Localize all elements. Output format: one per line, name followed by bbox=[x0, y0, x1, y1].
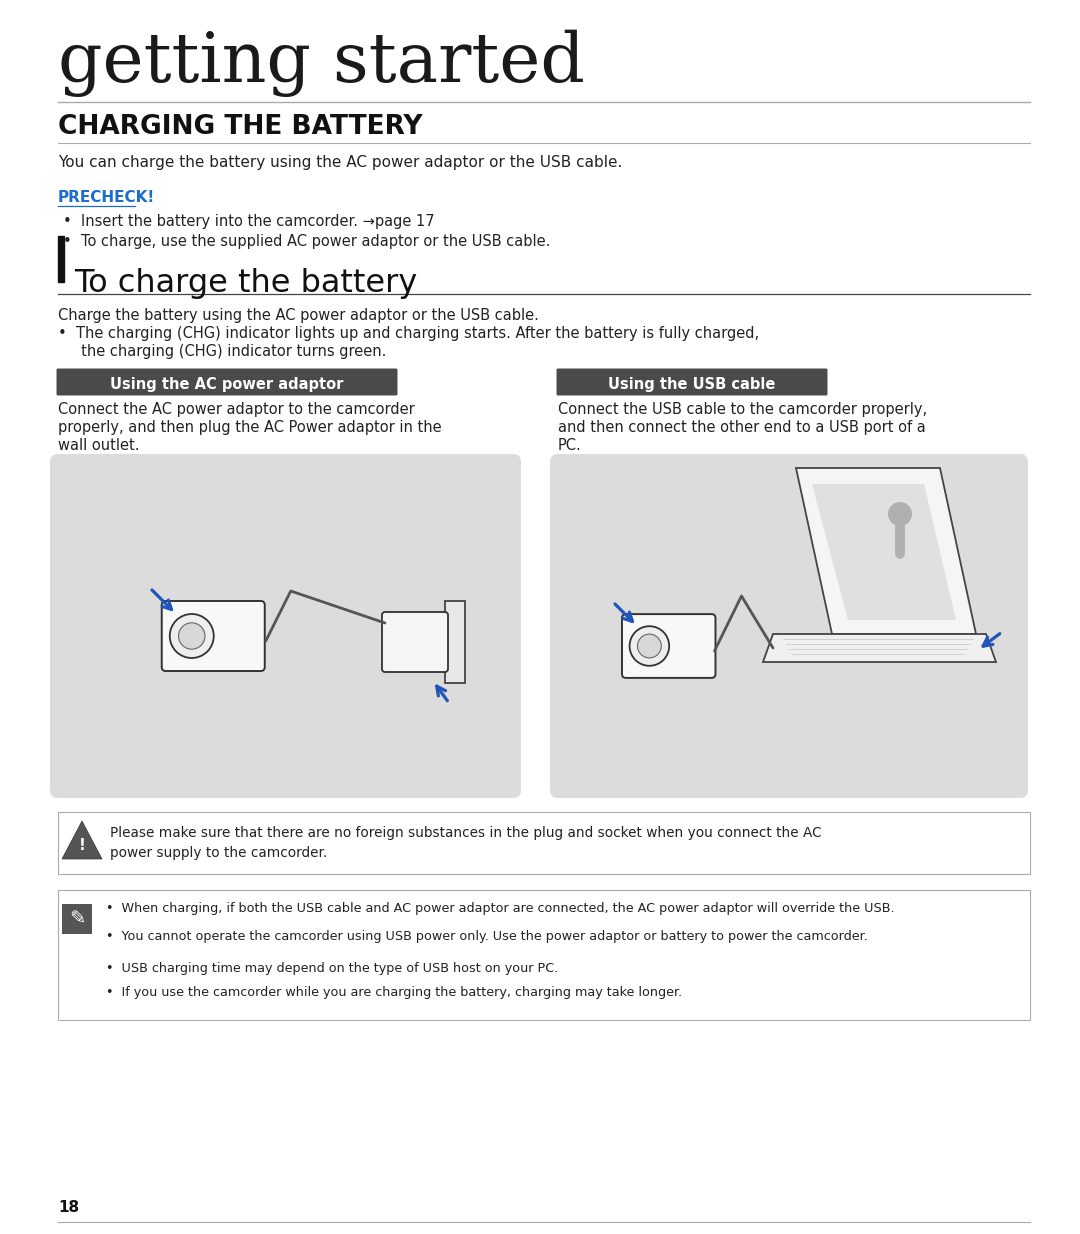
Text: CHARGING THE BATTERY: CHARGING THE BATTERY bbox=[58, 114, 422, 139]
Bar bbox=[58, 812, 1030, 874]
FancyBboxPatch shape bbox=[622, 615, 715, 677]
Text: Using the AC power adaptor: Using the AC power adaptor bbox=[110, 376, 343, 391]
Bar bbox=[58, 890, 1030, 1021]
FancyBboxPatch shape bbox=[382, 612, 448, 673]
FancyBboxPatch shape bbox=[50, 454, 521, 798]
Text: To charge the battery: To charge the battery bbox=[75, 268, 417, 299]
Text: You can charge the battery using the AC power adaptor or the USB cable.: You can charge the battery using the AC … bbox=[58, 155, 622, 170]
Text: 18: 18 bbox=[58, 1199, 79, 1215]
Bar bbox=[62, 905, 92, 934]
FancyBboxPatch shape bbox=[556, 369, 827, 396]
Text: ✎: ✎ bbox=[69, 909, 85, 928]
Polygon shape bbox=[796, 468, 976, 634]
Text: !: ! bbox=[79, 838, 85, 853]
Text: wall outlet.: wall outlet. bbox=[58, 438, 139, 453]
Text: •  When charging, if both the USB cable and AC power adaptor are connected, the : • When charging, if both the USB cable a… bbox=[106, 902, 894, 914]
Text: Connect the USB cable to the camcorder properly,: Connect the USB cable to the camcorder p… bbox=[558, 402, 927, 417]
Polygon shape bbox=[812, 484, 956, 619]
Text: Please make sure that there are no foreign substances in the plug and socket whe: Please make sure that there are no forei… bbox=[110, 826, 822, 840]
Bar bbox=[445, 601, 465, 682]
Text: Connect the AC power adaptor to the camcorder: Connect the AC power adaptor to the camc… bbox=[58, 402, 415, 417]
FancyBboxPatch shape bbox=[550, 454, 1028, 798]
FancyBboxPatch shape bbox=[56, 369, 397, 396]
Text: Using the USB cable: Using the USB cable bbox=[608, 376, 775, 391]
Text: •  If you use the camcorder while you are charging the battery, charging may tak: • If you use the camcorder while you are… bbox=[106, 986, 683, 1000]
Circle shape bbox=[178, 623, 205, 649]
Bar bbox=[58, 236, 64, 283]
Polygon shape bbox=[62, 821, 102, 859]
Text: Charge the battery using the AC power adaptor or the USB cable.: Charge the battery using the AC power ad… bbox=[58, 308, 539, 323]
Text: PC.: PC. bbox=[558, 438, 582, 453]
Text: •  Insert the battery into the camcorder. →page 17: • Insert the battery into the camcorder.… bbox=[63, 213, 434, 230]
Circle shape bbox=[637, 634, 661, 658]
Circle shape bbox=[888, 502, 912, 526]
FancyBboxPatch shape bbox=[162, 601, 265, 671]
Circle shape bbox=[170, 615, 214, 658]
Polygon shape bbox=[762, 634, 996, 661]
Text: getting started: getting started bbox=[58, 30, 585, 97]
Text: •  USB charging time may depend on the type of USB host on your PC.: • USB charging time may depend on the ty… bbox=[106, 963, 558, 975]
Text: •  To charge, use the supplied AC power adaptor or the USB cable.: • To charge, use the supplied AC power a… bbox=[63, 234, 551, 249]
Circle shape bbox=[630, 626, 670, 666]
Text: power supply to the camcorder.: power supply to the camcorder. bbox=[110, 847, 327, 860]
Text: the charging (CHG) indicator turns green.: the charging (CHG) indicator turns green… bbox=[58, 344, 387, 359]
Text: •  The charging (CHG) indicator lights up and charging starts. After the battery: • The charging (CHG) indicator lights up… bbox=[58, 326, 759, 341]
Text: properly, and then plug the AC Power adaptor in the: properly, and then plug the AC Power ada… bbox=[58, 420, 442, 436]
Text: and then connect the other end to a USB port of a: and then connect the other end to a USB … bbox=[558, 420, 926, 436]
Text: •  You cannot operate the camcorder using USB power only. Use the power adaptor : • You cannot operate the camcorder using… bbox=[106, 930, 868, 943]
Text: PRECHECK!: PRECHECK! bbox=[58, 190, 156, 205]
